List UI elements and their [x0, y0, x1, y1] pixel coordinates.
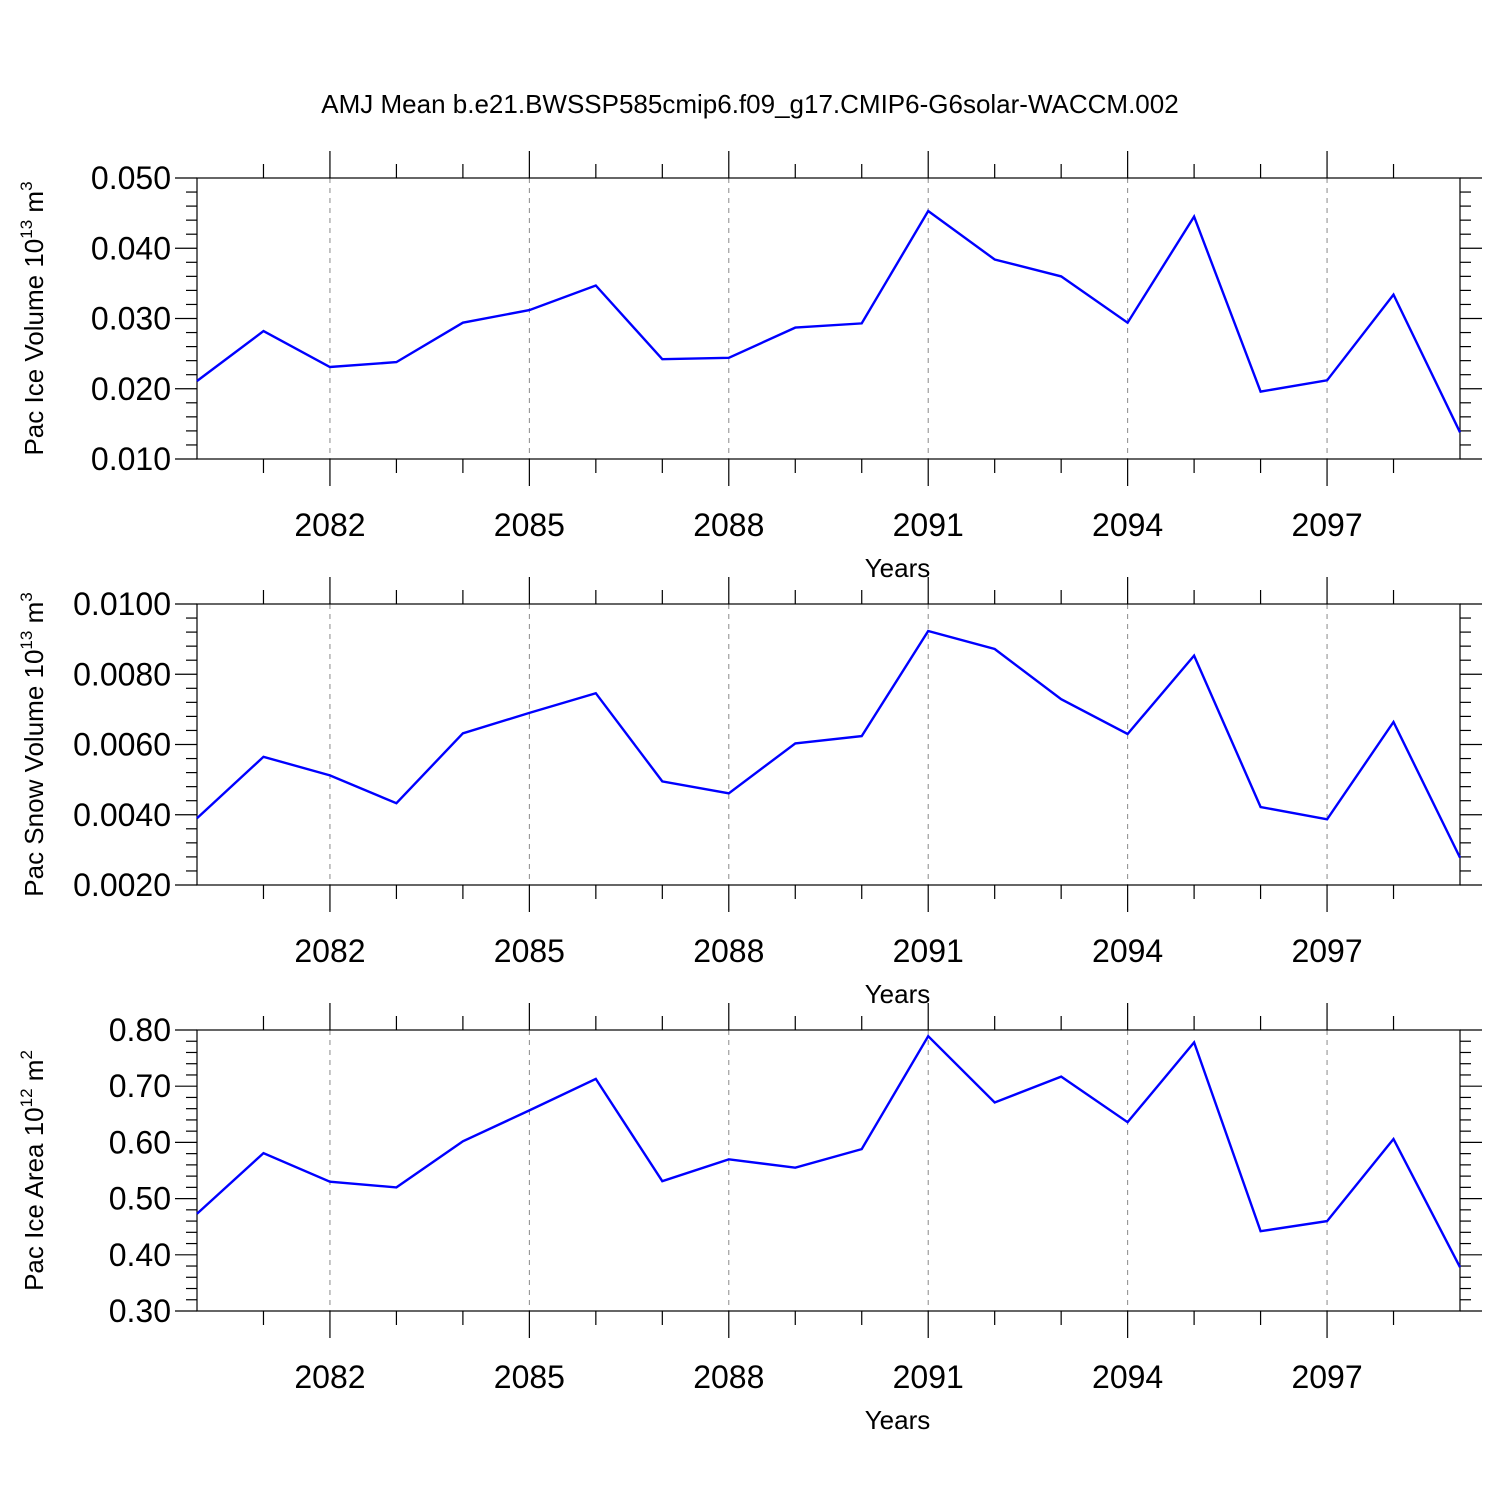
x-axis-label: Years: [865, 553, 931, 583]
series-line-1: [196, 629, 1462, 859]
plot-frame: [196, 177, 1461, 460]
x-tick-label: 2091: [893, 1359, 964, 1395]
panel-2: 0.0020 0.0040 0.0060 0.0080 0.0100 2082 2085 20…: [17, 577, 1482, 1009]
x-tick-label: 2094: [1092, 1359, 1163, 1395]
panel-3: 0.30 0.40 0.50 0.60 0.70 0.80 2082 2085 2088 2091…: [17, 1003, 1482, 1435]
x-tick-label: 2097: [1291, 1359, 1362, 1395]
chart-panels: 0.010 0.020 0.030 0.040 0.050 2082 2085 2088 209…: [17, 151, 1482, 1435]
y-tick-label: 0.010: [91, 441, 171, 477]
series-line-1: [196, 209, 1462, 433]
x-tick-label: 2097: [1291, 933, 1362, 969]
y-axis-label: Pac Ice Area 1012 m2: [17, 1050, 49, 1291]
y-tick-label: 0.30: [109, 1293, 171, 1329]
chart-title: AMJ Mean b.e21.BWSSP585cmip6.f09_g17.CMI…: [321, 89, 1178, 119]
x-tick-label: 2094: [1092, 933, 1163, 969]
x-tick-label: 2082: [294, 1359, 365, 1395]
y-axis-label: Pac Snow Volume 1013 m3: [17, 592, 49, 896]
x-tick-label: 2088: [693, 1359, 764, 1395]
x-axis-label: Years: [865, 979, 931, 1009]
x-tick-label: 2085: [494, 933, 565, 969]
y-tick-label: 0.0040: [73, 797, 171, 833]
y-tick-label: 0.50: [109, 1181, 171, 1217]
panel-1: 0.010 0.020 0.030 0.040 0.050 2082 2085 2088 209…: [17, 151, 1482, 583]
x-tick-label: 2082: [294, 507, 365, 543]
y-tick-label: 0.60: [109, 1124, 171, 1160]
y-tick-label: 0.70: [109, 1068, 171, 1104]
x-tick-label: 2091: [893, 933, 964, 969]
x-tick-label: 2088: [693, 933, 764, 969]
x-tick-label: 2097: [1291, 507, 1362, 543]
x-tick-label: 2085: [494, 1359, 565, 1395]
y-tick-label: 0.0080: [73, 656, 171, 692]
x-tick-label: 2091: [893, 507, 964, 543]
plot-frame: [196, 1029, 1461, 1312]
y-tick-label: 0.030: [91, 301, 171, 337]
x-tick-label: 2082: [294, 933, 365, 969]
y-tick-label: 0.0020: [73, 867, 171, 903]
x-tick-label: 2085: [494, 507, 565, 543]
y-tick-label: 0.0100: [73, 586, 171, 622]
y-tick-label: 0.020: [91, 371, 171, 407]
series-line-1: [196, 1034, 1462, 1268]
x-tick-label: 2094: [1092, 507, 1163, 543]
y-tick-label: 0.40: [109, 1237, 171, 1273]
y-tick-label: 0.0060: [73, 727, 171, 763]
y-tick-label: 0.040: [91, 230, 171, 266]
y-tick-label: 0.050: [91, 160, 171, 196]
y-tick-label: 0.80: [109, 1012, 171, 1048]
x-axis-label: Years: [865, 1405, 931, 1435]
y-axis-label: Pac Ice Volume 1013 m3: [17, 181, 49, 455]
plot-frame: [196, 603, 1461, 886]
x-tick-label: 2088: [693, 507, 764, 543]
